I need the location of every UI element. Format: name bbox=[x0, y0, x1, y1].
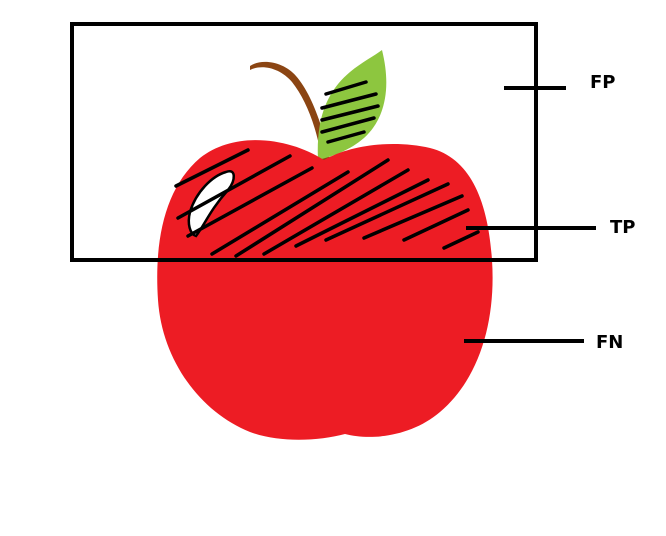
fp-label: FP bbox=[590, 72, 616, 93]
tp-label: TP bbox=[610, 217, 635, 238]
fn-label: FN bbox=[596, 332, 623, 353]
